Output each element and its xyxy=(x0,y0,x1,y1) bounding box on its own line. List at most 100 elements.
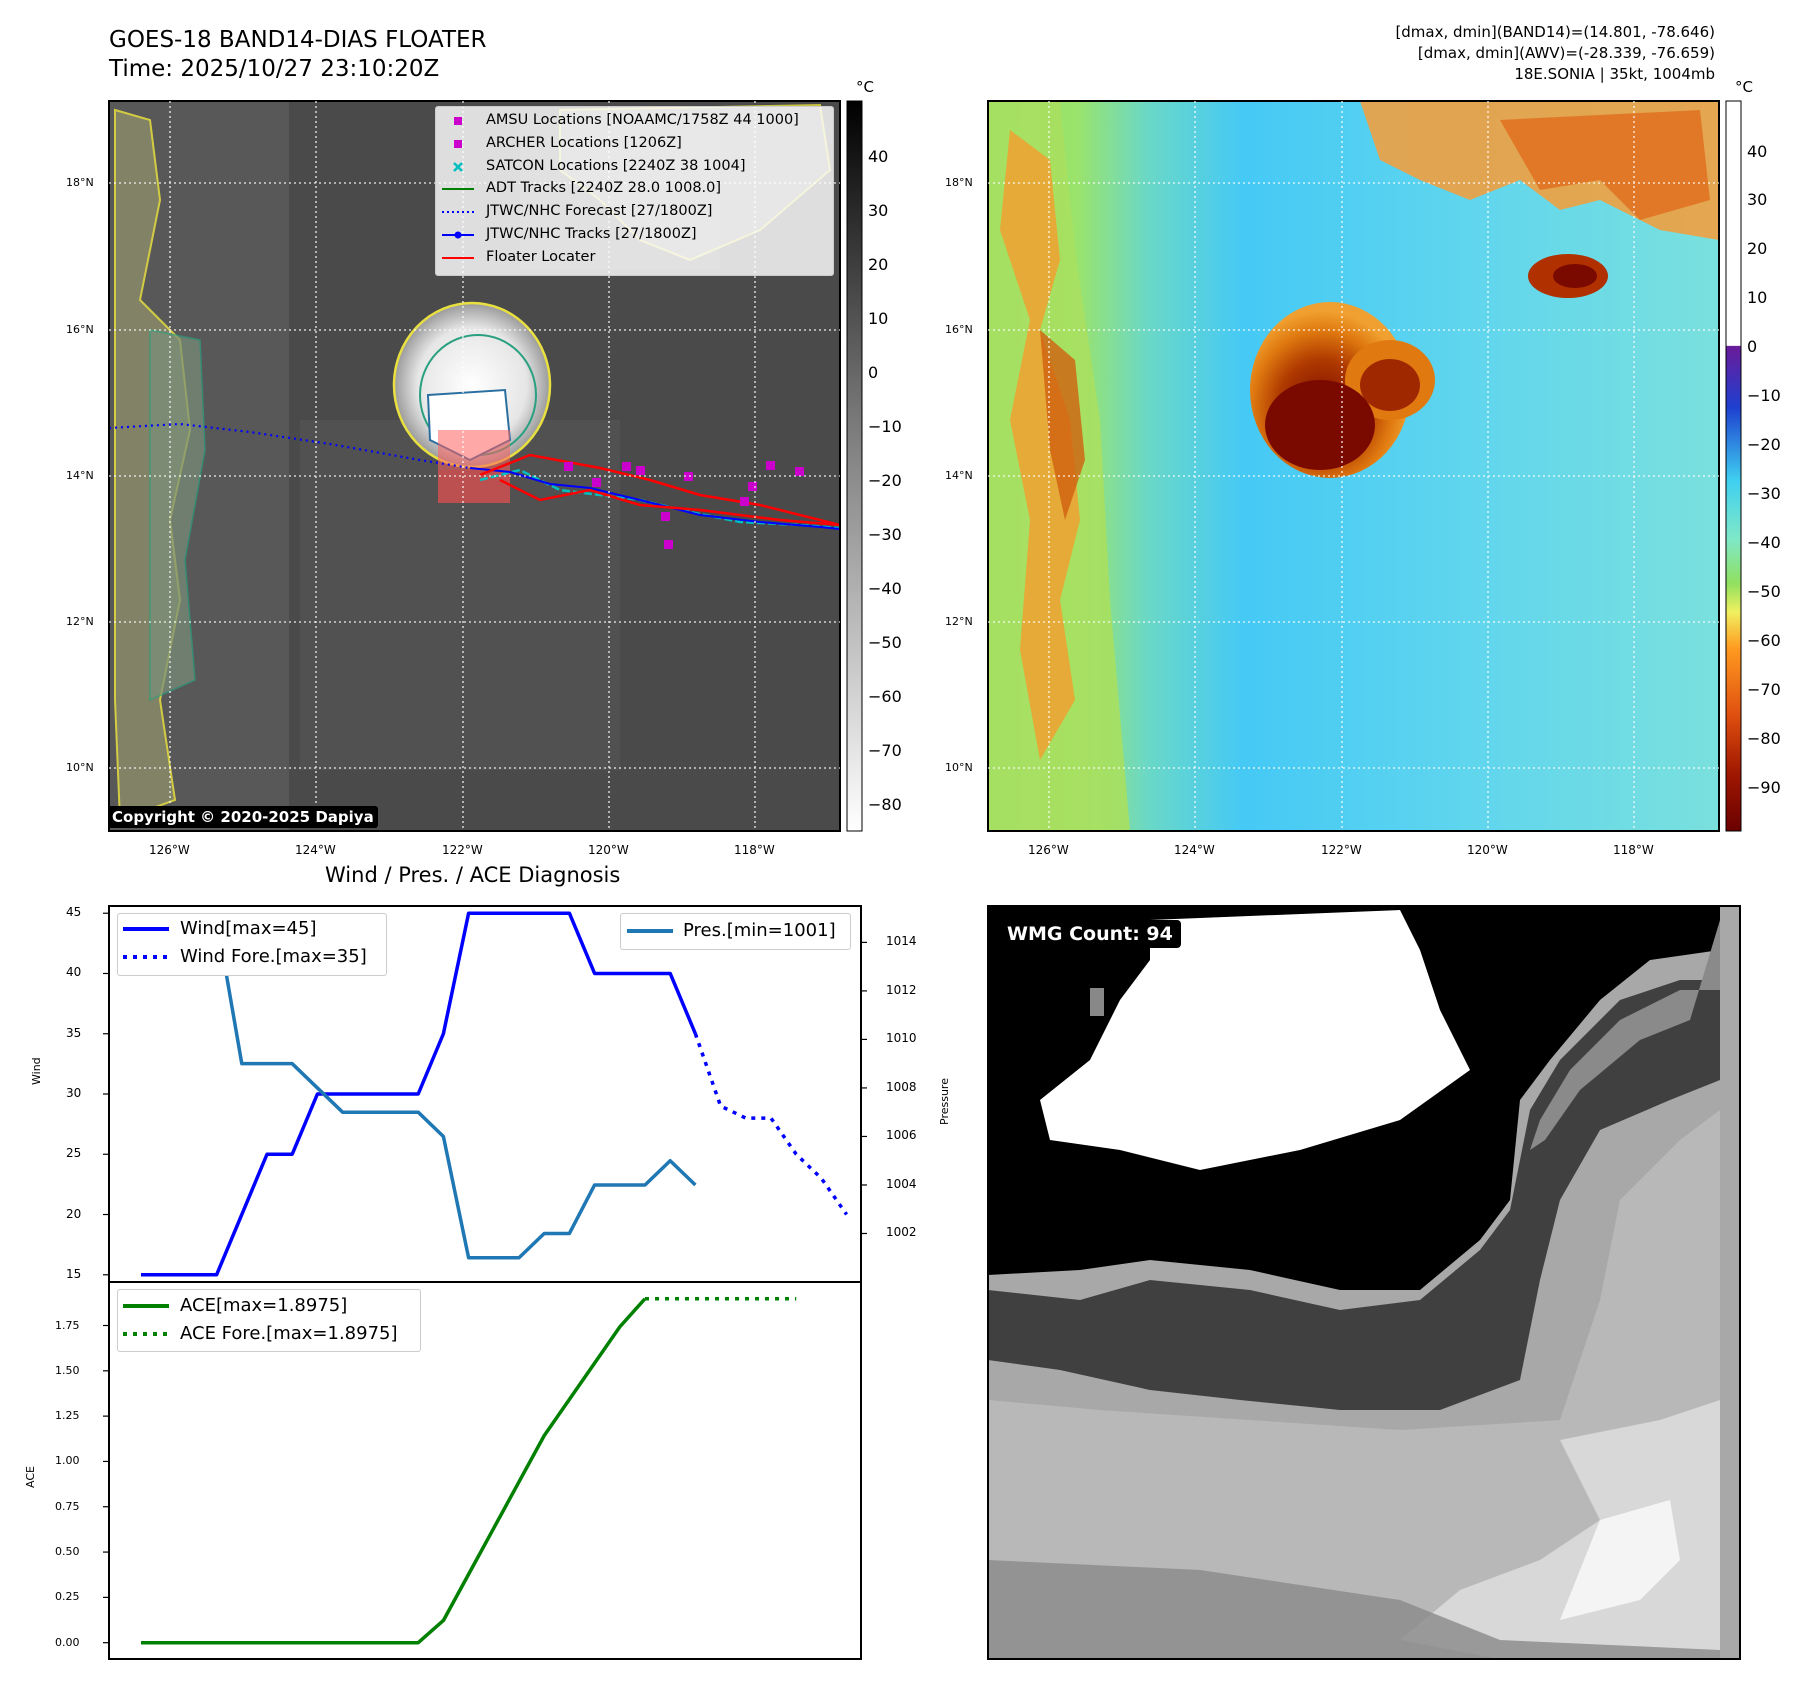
wind-ytick-label: 25 xyxy=(66,1146,82,1161)
ir-legend-label: JTWC/NHC Forecast [27/1800Z] xyxy=(486,203,713,220)
awv-lon-label: 126°W xyxy=(1028,843,1069,857)
awv-colorbar-tick: −60 xyxy=(1747,631,1781,650)
ir-legend-entry: Floater Locater xyxy=(436,248,831,268)
awv-lon-label: 120°W xyxy=(1467,843,1508,857)
ir-legend-label: AMSU Locations [NOAAMC/1758Z 44 1000] xyxy=(486,112,799,128)
awv-lat-label: 12°N xyxy=(945,615,973,628)
ir-lon-label: 126°W xyxy=(149,843,190,857)
awv-colorbar-tick: −30 xyxy=(1747,484,1781,503)
ir-legend-label: SATCON Locations [2240Z 38 1004] xyxy=(486,157,746,174)
ace-ytick-label: 1.50 xyxy=(55,1363,80,1377)
pres-ytick-label: 1004 xyxy=(886,1176,917,1191)
ir-colorbar-tick: −10 xyxy=(868,417,902,436)
ir-lat-label: 14°N xyxy=(66,469,94,482)
ir-legend-label: Floater Locater xyxy=(486,248,596,265)
ace-ytick-label: 0.00 xyxy=(55,1635,80,1649)
wind-legend-label: Wind[max=45] xyxy=(180,918,317,939)
ir-lon-label: 122°W xyxy=(442,843,483,857)
ir-lat-label: 18°N xyxy=(66,176,94,189)
pres-ytick-label: 1012 xyxy=(886,982,917,997)
ir-legend-entry: SATCON Locations [2240Z 38 1004] xyxy=(436,157,831,177)
pres-ytick-label: 1008 xyxy=(886,1079,917,1094)
wind-ytick-label: 45 xyxy=(66,905,82,920)
wind-ylabel: Wind xyxy=(30,1057,43,1085)
pressure-line xyxy=(166,916,697,1260)
ir-colorbar-tick: −70 xyxy=(868,741,902,760)
ir-legend-swatch xyxy=(454,117,462,125)
ir-legend-entry: JTWC/NHC Tracks [27/1800Z] xyxy=(436,225,831,245)
ir-colorbar-tick: −50 xyxy=(868,633,902,652)
ir-legend-label: ARCHER Locations [1206Z] xyxy=(486,134,682,151)
ace-ytick-label: 0.25 xyxy=(55,1590,80,1604)
ir-colorbar-tick: 30 xyxy=(868,201,889,220)
pres-legend-label: Pres.[min=1001] xyxy=(683,920,836,941)
ir-legend: AMSU Locations [NOAAMC/1758Z 44 1000] ARC… xyxy=(435,106,834,276)
pres-legend: Pres.[min=1001] xyxy=(620,913,851,950)
awv-colorbar-tick: −10 xyxy=(1747,386,1781,405)
ir-lon-label: 120°W xyxy=(588,843,629,857)
figure-title: GOES-18 BAND14-DIAS FLOATER xyxy=(109,27,487,53)
awv-map-panel xyxy=(988,101,1719,831)
copyright-badge: Copyright © 2020-2025 Dapiya xyxy=(108,806,378,828)
awv-colorbar-tick: 20 xyxy=(1747,239,1768,258)
ace-ylabel: ACE xyxy=(24,1466,37,1488)
awv-lat-label: 14°N xyxy=(945,469,973,482)
awv-colorbar-tick: −40 xyxy=(1747,533,1781,552)
awv-colorbar-tick: −50 xyxy=(1747,582,1781,601)
ace-line xyxy=(141,1297,647,1645)
ir-colorbar-tick: −30 xyxy=(868,525,902,544)
ace-ytick-label: 1.75 xyxy=(55,1318,80,1332)
ir-legend-label: JTWC/NHC Tracks [27/1800Z] xyxy=(486,226,697,242)
awv-colorbar-tick: 30 xyxy=(1747,190,1768,209)
awv-lon-label: 122°W xyxy=(1321,843,1362,857)
stats-awv: [dmax, dmin](AWV)=(-28.339, -76.659) xyxy=(1417,44,1715,62)
pres-ylabel: Pressure xyxy=(938,1078,951,1125)
wmg-panel xyxy=(988,906,1740,1659)
ir-colorbar-tick: −60 xyxy=(868,687,902,706)
awv-colorbar-tick: 40 xyxy=(1747,142,1768,161)
pres-ytick-label: 1014 xyxy=(886,934,917,949)
ace-fore-legend-label: ACE Fore.[max=1.8975] xyxy=(180,1323,398,1344)
pres-ytick-label: 1002 xyxy=(886,1225,917,1240)
ir-legend-entry: JTWC/NHC Forecast [27/1800Z] xyxy=(436,202,831,222)
awv-colorbar xyxy=(1725,100,1742,832)
wind-fore-legend-label: Wind Fore.[max=35] xyxy=(180,946,367,967)
awv-colorbar-tick: −70 xyxy=(1747,680,1781,699)
ir-colorbar-tick: 0 xyxy=(868,363,879,382)
stats-band14: [dmax, dmin](BAND14)=(14.801, -78.646) xyxy=(1395,23,1715,41)
ace-ytick-label: 0.75 xyxy=(55,1499,80,1513)
ir-lat-label: 10°N xyxy=(66,761,94,774)
ace-ytick-label: 1.00 xyxy=(55,1454,80,1468)
wind-ytick-label: 20 xyxy=(66,1206,82,1221)
ace-plot xyxy=(103,1297,797,1645)
ace-legend: ACE[max=1.8975] ACE Fore.[max=1.8975] xyxy=(117,1289,421,1352)
awv-map-frame xyxy=(987,100,1720,832)
awv-lon-label: 124°W xyxy=(1174,843,1215,857)
ir-legend-swatch xyxy=(442,211,474,214)
awv-colorbar-tick: −90 xyxy=(1747,778,1781,797)
ir-colorbar-tick: 20 xyxy=(868,255,889,274)
diagnosis-title: Wind / Pres. / ACE Diagnosis xyxy=(325,863,621,887)
ir-lon-label: 118°W xyxy=(734,843,775,857)
ace-ytick-label: 0.50 xyxy=(55,1545,80,1559)
awv-gridlines xyxy=(988,101,1719,831)
awv-lat-label: 18°N xyxy=(945,176,973,189)
ir-map-frame xyxy=(108,100,841,832)
ir-legend-swatch xyxy=(442,231,474,239)
ir-lat-label: 12°N xyxy=(66,615,94,628)
ir-colorbar-tick: −80 xyxy=(868,795,902,814)
wmg-count-badge: WMG Count: 94 xyxy=(999,920,1181,948)
wind-plot xyxy=(103,911,867,1277)
pres-ytick-label: 1006 xyxy=(886,1128,917,1143)
ir-colorbar-tick: 10 xyxy=(868,309,889,328)
ir-lon-label: 124°W xyxy=(295,843,336,857)
ace-ytick-label: 1.25 xyxy=(55,1409,80,1423)
wind-ytick-label: 15 xyxy=(66,1266,82,1281)
ir-colorbar xyxy=(846,100,863,832)
wind-line xyxy=(141,911,698,1277)
ir-colorbar-tick: −40 xyxy=(868,579,902,598)
wmg-frame xyxy=(987,905,1741,1660)
ir-colorbar-tick: 40 xyxy=(868,147,889,166)
wind-ytick-label: 35 xyxy=(66,1025,82,1040)
